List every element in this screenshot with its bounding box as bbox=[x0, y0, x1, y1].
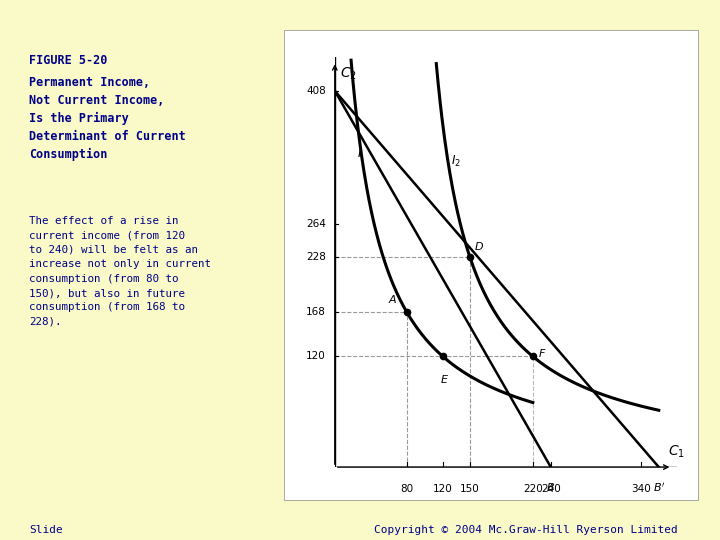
Text: $F$: $F$ bbox=[538, 347, 546, 359]
Text: $E$: $E$ bbox=[440, 373, 449, 385]
Text: 228: 228 bbox=[306, 252, 325, 262]
Text: 150: 150 bbox=[460, 484, 480, 494]
Text: $D$: $D$ bbox=[474, 240, 485, 252]
Text: 240: 240 bbox=[541, 484, 561, 494]
Text: 120: 120 bbox=[306, 352, 325, 361]
Text: 168: 168 bbox=[306, 307, 325, 317]
Text: $C_2$: $C_2$ bbox=[340, 66, 357, 82]
Text: $A$: $A$ bbox=[388, 293, 397, 305]
Text: 80: 80 bbox=[400, 484, 413, 494]
Text: 264: 264 bbox=[306, 219, 325, 228]
Text: 120: 120 bbox=[433, 484, 453, 494]
Text: Slide: Slide bbox=[29, 525, 63, 535]
Text: The effect of a rise in
current income (from 120
to 240) will be felt as an
incr: The effect of a rise in current income (… bbox=[29, 216, 211, 327]
Text: Permanent Income,
Not Current Income,
Is the Primary
Determinant of Current
Cons: Permanent Income, Not Current Income, Is… bbox=[29, 76, 186, 161]
Text: 340: 340 bbox=[631, 484, 651, 494]
Text: FIGURE 5-20: FIGURE 5-20 bbox=[29, 54, 107, 67]
Text: $I_2$: $I_2$ bbox=[451, 153, 462, 168]
Text: $B'$: $B'$ bbox=[652, 481, 665, 494]
Text: 220: 220 bbox=[523, 484, 543, 494]
Text: 408: 408 bbox=[306, 86, 325, 96]
Text: $I$: $I$ bbox=[357, 147, 363, 160]
Text: $B$: $B$ bbox=[546, 481, 555, 493]
Text: $C_1$: $C_1$ bbox=[668, 443, 685, 460]
Text: Copyright © 2004 Mc.Graw-Hill Ryerson Limited: Copyright © 2004 Mc.Graw-Hill Ryerson Li… bbox=[374, 525, 678, 535]
